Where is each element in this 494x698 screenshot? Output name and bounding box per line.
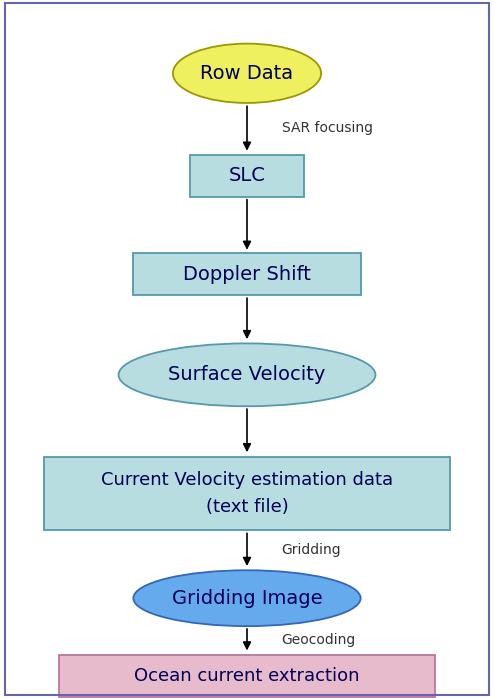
- Text: Gridding Image: Gridding Image: [172, 588, 322, 608]
- Text: SLC: SLC: [229, 166, 265, 186]
- Text: Doppler Shift: Doppler Shift: [183, 265, 311, 284]
- Text: Ocean current extraction: Ocean current extraction: [134, 667, 360, 685]
- Text: Geocoding: Geocoding: [282, 632, 356, 647]
- Text: Gridding: Gridding: [282, 542, 341, 557]
- Text: Current Velocity estimation data
(text file): Current Velocity estimation data (text f…: [101, 471, 393, 516]
- Ellipse shape: [119, 343, 375, 406]
- Ellipse shape: [133, 570, 361, 626]
- FancyBboxPatch shape: [133, 253, 361, 295]
- FancyBboxPatch shape: [190, 155, 304, 197]
- FancyBboxPatch shape: [59, 655, 435, 697]
- Ellipse shape: [173, 43, 321, 103]
- Text: Surface Velocity: Surface Velocity: [168, 365, 326, 385]
- Text: SAR focusing: SAR focusing: [282, 121, 372, 135]
- FancyBboxPatch shape: [44, 457, 450, 530]
- Text: Row Data: Row Data: [201, 64, 293, 83]
